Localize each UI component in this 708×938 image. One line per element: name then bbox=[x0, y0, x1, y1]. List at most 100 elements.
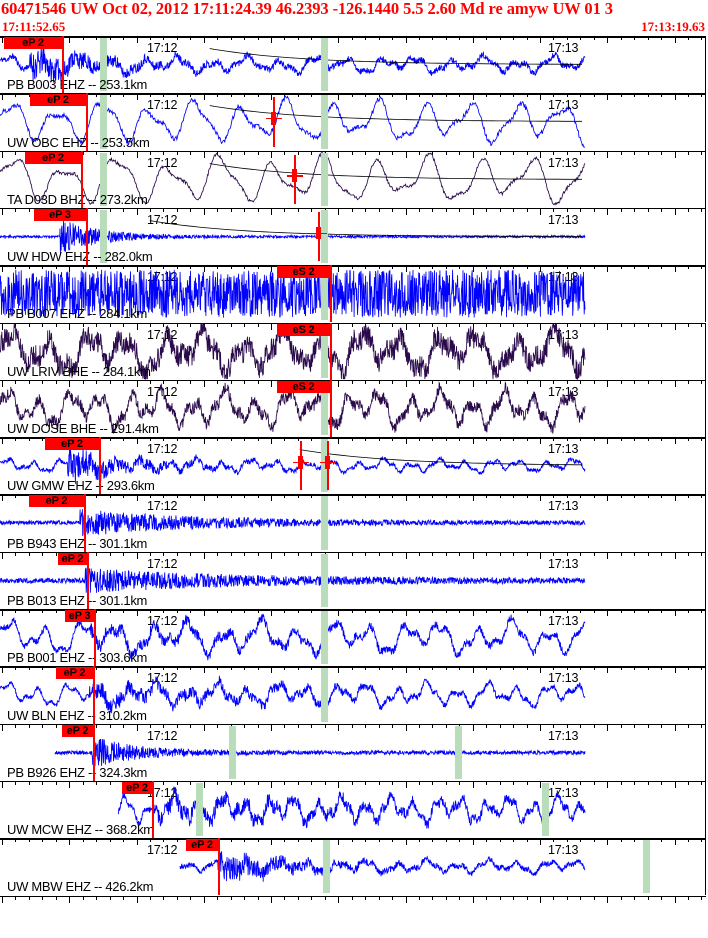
phase-pick-label[interactable]: eP 2 bbox=[58, 552, 87, 565]
axis-tick bbox=[15, 838, 17, 843]
seismogram-panel[interactable]: 17:12 17:13 eP 2 PB B003 EHZ -- 253.1km bbox=[0, 36, 708, 94]
phase-pick-marker[interactable]: eP 2 bbox=[0, 666, 708, 724]
phase-pick-marker[interactable]: eP 2 bbox=[0, 551, 708, 609]
seismogram-panel[interactable]: 17:12 17:13 eS 2 UW DOSE BHE -- 291.4km bbox=[0, 379, 708, 438]
axis-tick bbox=[176, 551, 178, 556]
phase-pick-label[interactable]: eP 2 bbox=[186, 839, 218, 852]
phase-pick-label[interactable]: eS 2 bbox=[277, 380, 330, 393]
phase-pick-marker[interactable]: eP 2 bbox=[0, 494, 708, 552]
channel-label[interactable]: UW MCW EHZ -- 368.2km bbox=[7, 822, 154, 838]
axis-tick bbox=[123, 322, 125, 327]
phase-pick-marker[interactable]: eP 3 bbox=[0, 207, 708, 266]
seismogram-panel[interactable]: 17:12 17:13 eP 2 PB B943 EHZ -- 301.1km bbox=[0, 494, 708, 552]
seismogram-panel[interactable]: 17:12 17:13 eP 3 UW HDW EHZ -- 282.0km bbox=[0, 207, 708, 266]
secondary-pick-crosshair[interactable] bbox=[266, 97, 282, 147]
channel-label[interactable]: UW OBC EHZ -- 253.5km bbox=[7, 134, 150, 150]
seismogram-panel[interactable]: 17:12 17:13 eP 2 UW MCW EHZ -- 368.2km bbox=[0, 780, 708, 839]
axis-tick bbox=[701, 322, 703, 327]
axis-tick bbox=[486, 93, 488, 98]
axis-tick bbox=[647, 551, 649, 556]
axis-time-label: 17:12 bbox=[147, 499, 178, 514]
phase-pick-marker[interactable]: eP 2 bbox=[0, 838, 708, 896]
axis-tick bbox=[109, 723, 111, 728]
channel-label[interactable]: UW GMW EHZ -- 293.6km bbox=[7, 478, 155, 494]
phase-pick-label[interactable]: eS 2 bbox=[277, 323, 330, 336]
phase-pick-label[interactable]: eP 2 bbox=[29, 495, 84, 508]
seismogram-panel[interactable]: 17:12 17:13 eP 2 UW BLN EHZ -- 310.2km bbox=[0, 666, 708, 724]
axis-tick bbox=[217, 36, 219, 40]
seismogram-panel[interactable]: 17:12 17:13 eS 2 UW LRIV BHE -- 284.1km bbox=[0, 322, 708, 380]
time-highlight-band bbox=[321, 95, 328, 149]
phase-pick-label[interactable]: eP 2 bbox=[62, 724, 93, 737]
axis-tick bbox=[661, 780, 663, 785]
seismogram-panel[interactable]: 17:12 17:13 eP 2 PB B013 EHZ -- 301.1km bbox=[0, 551, 708, 609]
phase-pick-marker[interactable]: eS 2 bbox=[0, 379, 708, 438]
seismogram-panel[interactable]: 17:12 17:13 eP 2 UW OBC EHZ -- 253.5km bbox=[0, 93, 708, 151]
axis-tick bbox=[392, 723, 393, 728]
phase-pick-marker[interactable]: eP 2 bbox=[0, 150, 708, 208]
axis-tick bbox=[338, 895, 340, 903]
channel-label[interactable]: PB B013 EHZ -- 301.1km bbox=[7, 592, 148, 608]
axis-tick bbox=[230, 551, 232, 556]
axis-tick bbox=[459, 437, 461, 442]
channel-label[interactable]: UW DOSE BHE -- 291.4km bbox=[7, 421, 159, 437]
secondary-pick-crosshair[interactable] bbox=[311, 211, 327, 262]
axis-tick bbox=[701, 93, 703, 98]
phase-pick-label[interactable]: eP 2 bbox=[56, 667, 93, 680]
axis-tick bbox=[634, 666, 636, 671]
phase-pick-label[interactable]: eP 2 bbox=[30, 94, 86, 107]
channel-label[interactable]: PB B001 EHZ -- 303.6km bbox=[7, 650, 148, 666]
channel-label[interactable]: PB B007 EHZ -- 284.1km bbox=[7, 306, 148, 322]
axis-tick bbox=[311, 551, 313, 556]
seismogram-panel[interactable]: 17:12 17:13 eP 3 PB B001 EHZ -- 303.6km bbox=[0, 609, 708, 667]
axis-tick bbox=[365, 207, 367, 212]
channel-label[interactable]: PB B926 EHZ -- 324.3km bbox=[7, 764, 148, 780]
axis-tick bbox=[593, 895, 595, 900]
axis-tick bbox=[701, 207, 703, 212]
phase-pick-marker[interactable]: eS 2 bbox=[0, 322, 708, 380]
channel-label[interactable]: TA D03D BHZ -- 273.2km bbox=[7, 191, 148, 207]
phase-pick-marker[interactable]: eP 2 bbox=[0, 780, 708, 839]
channel-label[interactable]: PB B943 EHZ -- 301.1km bbox=[7, 535, 148, 551]
seismogram-panel[interactable]: 17:12 17:13 eP 2 TA D03D BHZ -- 273.2km bbox=[0, 150, 708, 208]
seismogram-panel-stack[interactable]: 17:12 17:13 eP 2 PB B003 EHZ -- 253.1km 17:1… bbox=[0, 36, 708, 938]
axis-tick bbox=[15, 379, 17, 384]
channel-label[interactable]: UW LRIV BHE -- 284.1km bbox=[7, 363, 151, 379]
axis-tick bbox=[661, 36, 663, 40]
phase-pick-label[interactable]: eP 3 bbox=[65, 610, 94, 622]
axis-tick bbox=[297, 780, 299, 785]
axis-tick bbox=[486, 895, 488, 900]
phase-pick-label[interactable]: eP 2 bbox=[4, 37, 62, 49]
seismogram-panel[interactable]: 17:12 17:13 eP 2 UW MBW EHZ -- 426.2km bbox=[0, 838, 708, 896]
phase-pick-marker[interactable]: eP 3 bbox=[0, 609, 708, 667]
axis-tick bbox=[149, 207, 151, 212]
phase-pick-label[interactable]: eP 2 bbox=[45, 438, 99, 451]
axis-tick bbox=[580, 437, 582, 442]
phase-pick-label[interactable]: eS 2 bbox=[277, 266, 330, 279]
channel-label[interactable]: PB B003 EHZ -- 253.1km bbox=[7, 77, 148, 93]
phase-pick-line bbox=[62, 36, 64, 94]
phase-pick-label[interactable]: eP 2 bbox=[25, 151, 81, 164]
phase-pick-label[interactable]: eP 2 bbox=[122, 781, 152, 794]
secondary-pick-crosshair[interactable] bbox=[320, 441, 336, 491]
axis-tick bbox=[432, 36, 434, 40]
time-highlight-band bbox=[321, 152, 328, 206]
axis-tick bbox=[123, 666, 125, 671]
seismogram-panel[interactable]: 17:12 17:13 eP 2 UW GMW EHZ -- 293.6km bbox=[0, 437, 708, 495]
axis-tick bbox=[620, 322, 622, 327]
secondary-pick-crosshair[interactable] bbox=[293, 441, 309, 491]
phase-pick-marker[interactable]: eP 2 bbox=[0, 93, 708, 151]
channel-label[interactable]: UW MBW EHZ -- 426.2km bbox=[7, 879, 154, 895]
channel-label[interactable]: UW HDW EHZ -- 282.0km bbox=[7, 249, 153, 265]
seismogram-panel[interactable]: 17:12 17:13 eP 2 PB B926 EHZ -- 324.3km bbox=[0, 723, 708, 781]
seismogram-panel[interactable]: 17:12 17:13 eS 2 PB B007 EHZ -- 284.1km bbox=[0, 265, 708, 323]
phase-pick-marker[interactable]: eP 2 bbox=[0, 36, 708, 94]
secondary-pick-crosshair[interactable] bbox=[287, 154, 303, 204]
phase-pick-marker[interactable]: eS 2 bbox=[0, 265, 708, 323]
phase-pick-marker[interactable]: eP 2 bbox=[0, 723, 708, 781]
phase-pick-marker[interactable]: eP 2 bbox=[0, 437, 708, 495]
axis-tick bbox=[674, 494, 676, 502]
channel-label[interactable]: UW BLN EHZ -- 310.2km bbox=[7, 707, 147, 723]
axis-tick bbox=[230, 207, 232, 212]
phase-pick-label[interactable]: eP 3 bbox=[34, 208, 86, 221]
